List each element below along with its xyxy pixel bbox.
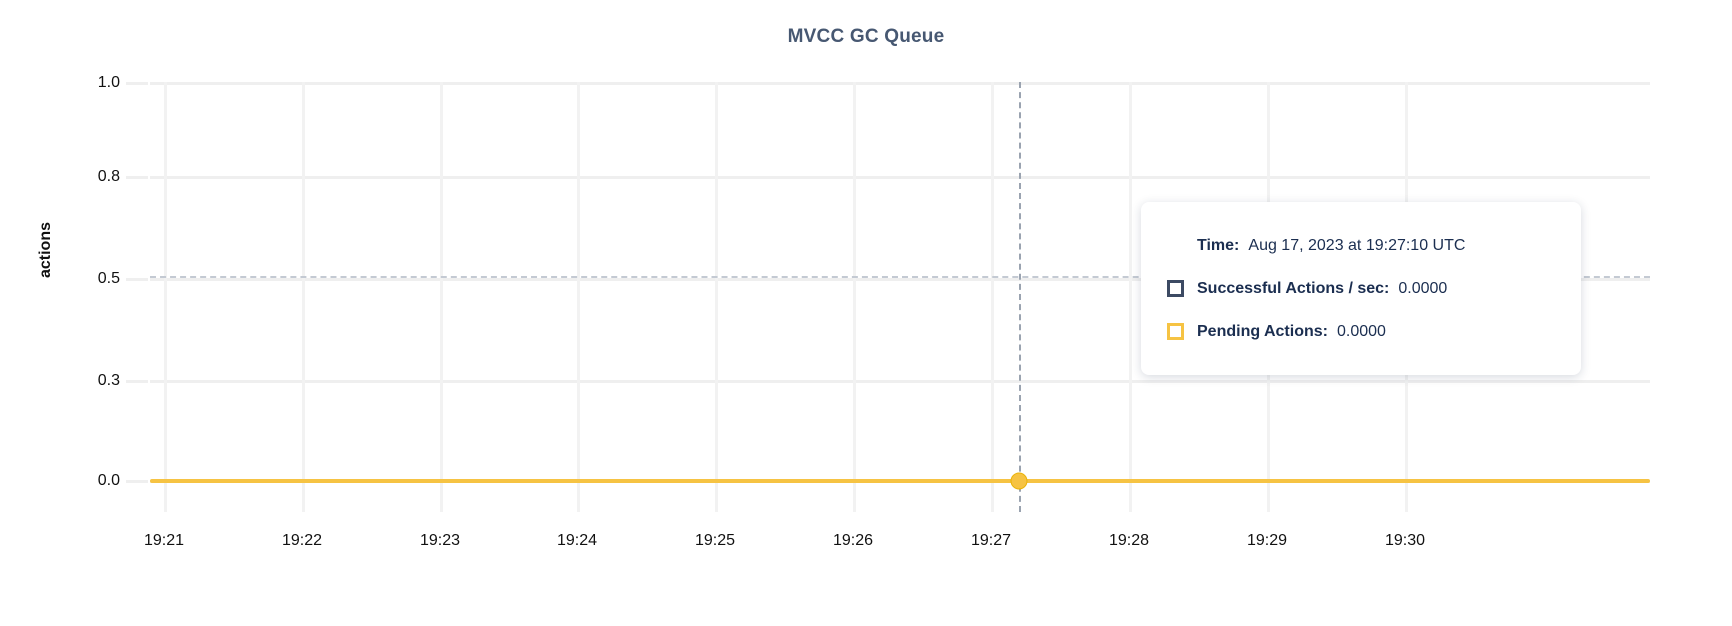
legend-swatch-successful-actions-icon: [1167, 280, 1184, 297]
y-tick-stub-0.8: [126, 176, 148, 179]
gridline-vertical-19-26: [853, 82, 856, 512]
tooltip-row-time: Time: Aug 17, 2023 at 19:27:10 UTC: [1167, 224, 1555, 267]
y-tick-stub-1.0: [126, 82, 148, 85]
y-tick-stub-0.3: [126, 380, 148, 383]
gridline-horizontal-0.8: [150, 176, 1650, 179]
chart-title: MVCC GC Queue: [787, 26, 945, 47]
y-tick-label-0.0: 0.0: [97, 472, 120, 489]
legend-swatch-pending-actions-icon: [1167, 323, 1184, 340]
hover-data-point[interactable]: [1010, 472, 1028, 490]
y-tick-label-0.8: 0.8: [97, 168, 120, 185]
tooltip-row-successful-actions: Successful Actions / sec: 0.0000: [1167, 267, 1555, 310]
y-tick-stub-0.0: [126, 480, 148, 483]
x-tick-label-19-25: 19:25: [694, 532, 736, 549]
tooltip-pending-actions-value: 0.0000: [1336, 322, 1386, 340]
y-tick-label-0.3: 0.3: [97, 372, 120, 389]
gridline-horizontal-0.3: [150, 380, 1650, 383]
x-tick-label-19-26: 19:26: [832, 532, 874, 549]
x-tick-label-19-28: 19:28: [1108, 532, 1150, 549]
x-axis-ticks: 19:21 19:22 19:23 19:24 19:25 19:26 19:2…: [144, 512, 1650, 552]
gridline-horizontal-1.0: [150, 82, 1650, 85]
tooltip-time-value: Aug 17, 2023 at 19:27:10 UTC: [1248, 236, 1466, 254]
gridline-horizontal-0.5: [150, 278, 1650, 281]
y-tick-label-0.5: 0.5: [97, 270, 120, 287]
crosshair-horizontal: [150, 276, 1650, 278]
tooltip-successful-actions-label: Successful Actions / sec:: [1197, 279, 1390, 297]
tooltip-time-label: Time:: [1197, 236, 1240, 254]
x-tick-label-19-23: 19:23: [419, 532, 461, 549]
hover-tooltip: Time: Aug 17, 2023 at 19:27:10 UTC Succe…: [1141, 202, 1581, 375]
x-tick-label-19-24: 19:24: [556, 532, 598, 549]
gridline-vertical-19-23: [440, 82, 443, 512]
y-tick-label-1.0: 1.0: [97, 74, 120, 91]
tooltip-pending-actions-label: Pending Actions:: [1197, 322, 1328, 340]
x-tick-label-19-29: 19:29: [1246, 532, 1288, 549]
tooltip-successful-actions-value: 0.0000: [1398, 279, 1448, 297]
x-tick-label-19-30: 19:30: [1384, 532, 1426, 549]
crosshair-vertical: [1019, 82, 1021, 512]
x-tick-label-19-22: 19:22: [281, 532, 323, 549]
tooltip-row-pending-actions: Pending Actions: 0.0000: [1167, 310, 1555, 353]
x-tick-label-19-21: 19:21: [143, 532, 185, 549]
gridline-vertical-19-27: [991, 82, 994, 512]
gridline-vertical-19-21: [164, 82, 167, 512]
gridline-vertical-19-24: [577, 82, 580, 512]
gridline-vertical-19-25: [715, 82, 718, 512]
series-line-pending-actions: [150, 479, 1650, 483]
gridline-vertical-19-28: [1129, 82, 1132, 512]
y-tick-stub-0.5: [126, 278, 148, 281]
x-tick-label-19-27: 19:27: [970, 532, 1012, 549]
gridline-vertical-19-22: [302, 82, 305, 512]
